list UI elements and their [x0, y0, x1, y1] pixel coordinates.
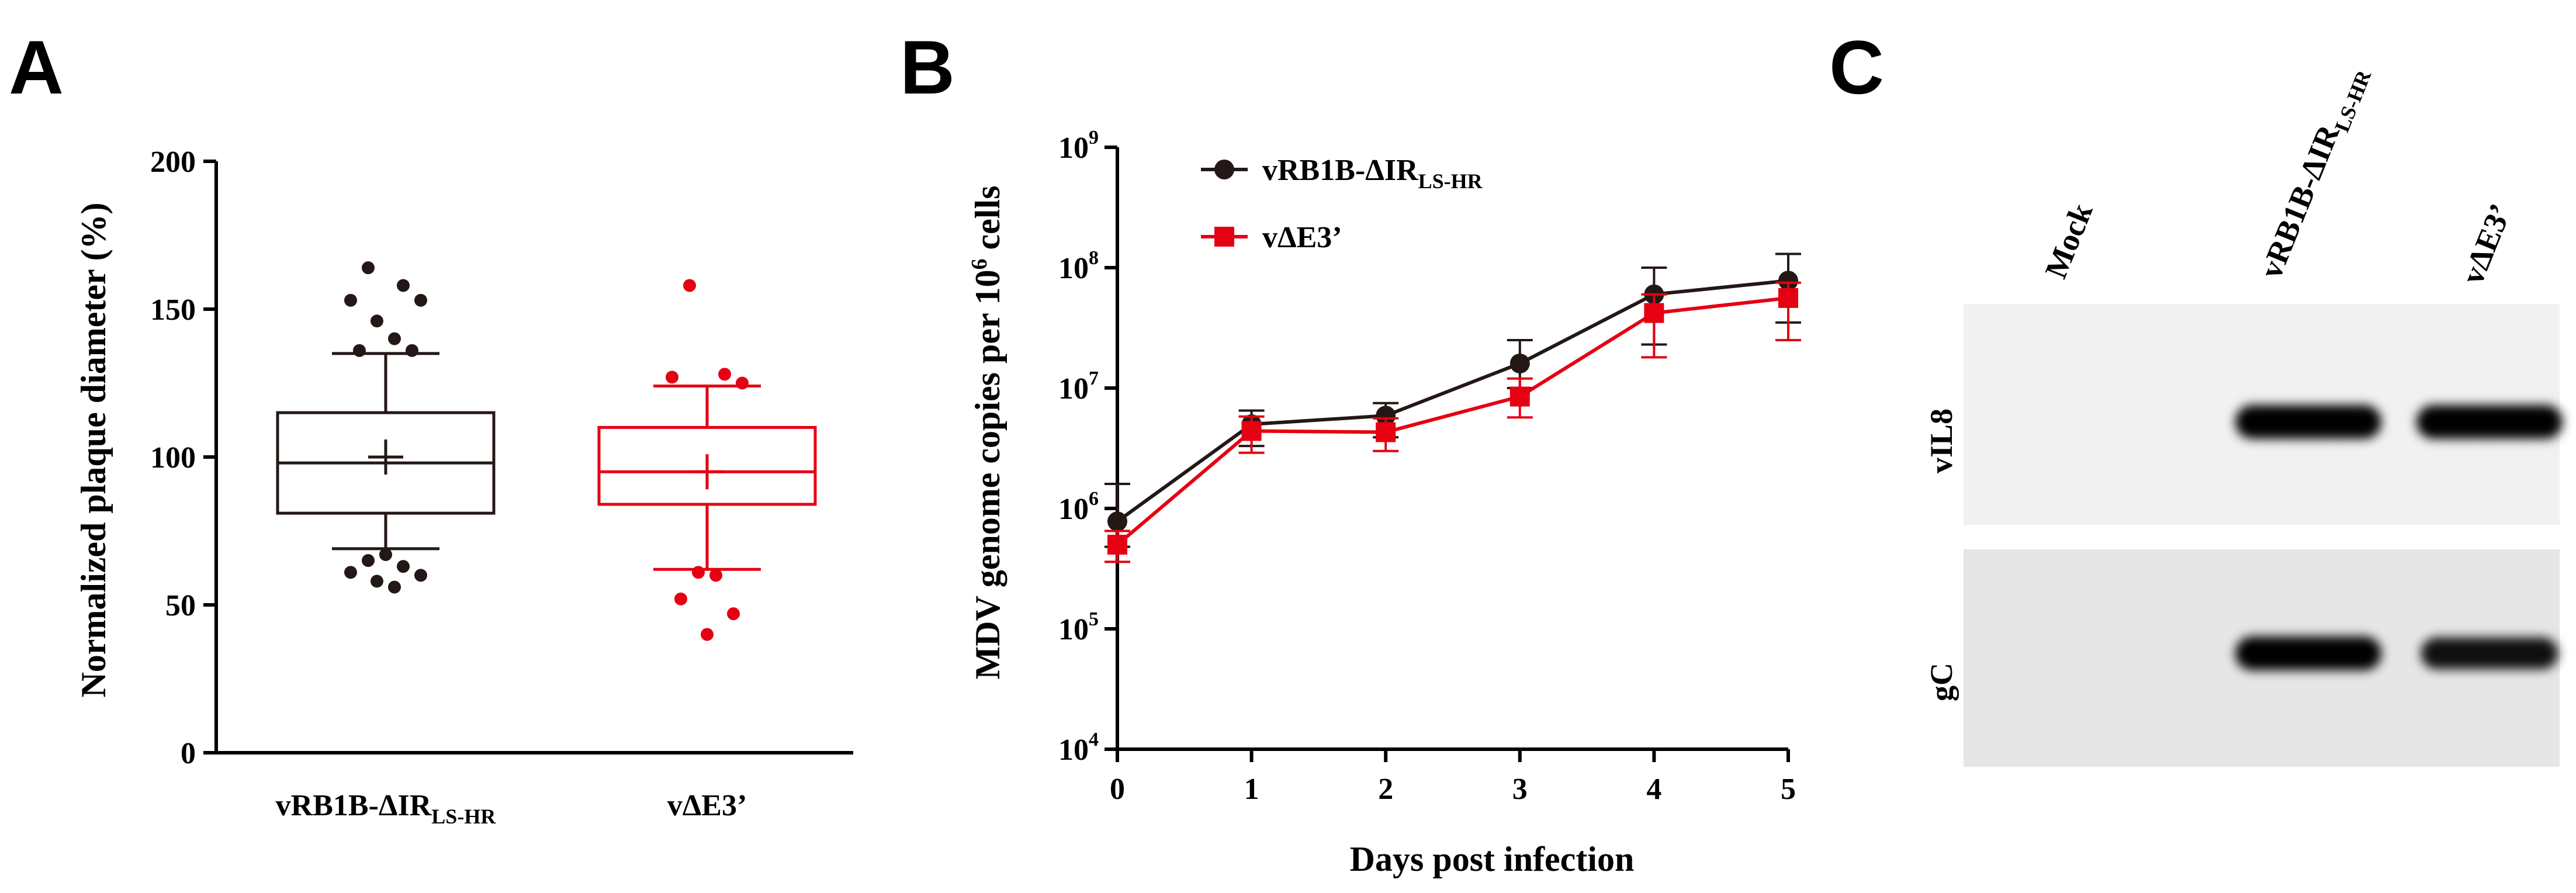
- line-chart-point: [1376, 406, 1396, 426]
- legend-marker-series-1: [1214, 160, 1234, 179]
- blot-band: [2235, 636, 2381, 670]
- blot-band: [2235, 405, 2381, 439]
- line-chart-x-tick-label: 4: [1646, 773, 1661, 806]
- boxplot-outlier: [362, 554, 375, 567]
- boxplot-group-1: [276, 261, 496, 594]
- line-chart-axes: [1116, 147, 1788, 751]
- legend-marker-series-2: [1214, 227, 1234, 247]
- row-label-vil8: vIL8: [1924, 409, 1959, 473]
- boxplot-outlier: [414, 569, 427, 582]
- boxplot-y-ticks: 0 50 100 150 200: [150, 146, 216, 770]
- line-chart-x-tick-label: 1: [1244, 773, 1259, 806]
- blot-bands-gc: [2235, 636, 2558, 670]
- line-chart-y-tick-label: 108: [1058, 247, 1099, 285]
- line-chart-y-ticks: 104 105 106 107 108 109: [1058, 127, 1117, 767]
- boxplot-outlier: [344, 566, 357, 579]
- blot-band: [2416, 405, 2563, 439]
- boxplot-outlier: [414, 293, 427, 307]
- x-label-group-2: vΔE3’: [667, 789, 747, 822]
- line-chart-legend: vRB1B-ΔIRLS-HR vΔE3’: [1201, 154, 1483, 254]
- boxplot-outlier: [353, 344, 366, 357]
- boxplot-outlier: [397, 279, 410, 292]
- blot-band: [2421, 637, 2558, 670]
- x-label-group-1: vRB1B-ΔIRLS-HR: [276, 789, 497, 828]
- line-chart-point: [1376, 422, 1396, 442]
- line-chart-series-1: [1105, 252, 1801, 548]
- boxplot-y-tick-label: 100: [150, 441, 196, 475]
- line-chart-point: [1778, 288, 1798, 308]
- boxplot-y-axis-title: Normalized plaque diameter (%): [74, 202, 113, 697]
- boxplot-outlier: [709, 569, 722, 582]
- boxplot-outlier: [379, 548, 392, 561]
- lane-label-vde3: vΔE3’: [2454, 199, 2518, 289]
- line-chart-point: [1644, 303, 1664, 323]
- line-chart-x-axis-title: Days post infection: [1350, 840, 1635, 878]
- line-chart-point: [1509, 386, 1530, 407]
- legend-label-series-2: vΔE3’: [1262, 221, 1342, 254]
- boxplot-y-tick-label: 0: [181, 737, 196, 770]
- boxplot-y-tick-label: 50: [165, 589, 196, 622]
- line-chart-point: [1107, 535, 1127, 555]
- boxplot-outlier: [406, 344, 418, 357]
- line-chart-y-tick-label: 106: [1058, 488, 1099, 526]
- boxplot-outlier: [397, 560, 410, 573]
- boxplot-outlier: [674, 592, 687, 605]
- boxplot-outlier: [692, 566, 705, 579]
- line-chart-series: [1105, 252, 1801, 563]
- line-chart-series-2: [1105, 281, 1801, 563]
- line-chart-point: [1107, 511, 1127, 532]
- boxplot-groups: [276, 261, 817, 641]
- panel-letter-c: C: [1829, 25, 1884, 110]
- boxplot-outlier: [371, 314, 383, 328]
- boxplot-outlier: [371, 574, 383, 588]
- boxplot-outlier: [666, 371, 678, 384]
- line-chart-line: [1116, 279, 1789, 523]
- lane-label-vrb1b: vRB1B-ΔIRLS-HR: [2253, 60, 2376, 285]
- line-chart-point: [1241, 421, 1262, 441]
- line-chart-y-tick-label: 107: [1058, 368, 1099, 406]
- boxplot-outlier: [736, 376, 749, 390]
- panel-letter-a: A: [9, 25, 64, 110]
- line-chart-x-ticks: 0 1 2 3 4 5: [1110, 749, 1796, 806]
- boxplot-group-2: [597, 279, 817, 641]
- boxplot-box: [597, 425, 817, 506]
- boxplot-outlier: [727, 607, 740, 621]
- boxplot-outlier: [388, 580, 401, 594]
- line-chart-y-axis-title: MDV genome copies per 106 cells: [967, 186, 1007, 680]
- boxplot-outlier: [362, 261, 375, 275]
- line-chart-y-tick-label: 109: [1058, 127, 1099, 165]
- line-chart-y-tick-label: 105: [1058, 608, 1099, 646]
- boxplot-outlier: [388, 332, 401, 345]
- boxplot-outlier: [701, 628, 714, 641]
- boxplot-axes: [214, 161, 853, 754]
- boxplot-y-tick-label: 200: [150, 146, 196, 179]
- line-chart-y-tick-label: 104: [1058, 729, 1099, 767]
- boxplot-outlier: [344, 293, 357, 307]
- boxplot-outlier: [683, 279, 696, 292]
- legend-label-series-1: vRB1B-ΔIRLS-HR: [1262, 154, 1483, 193]
- western-blot-panel: Mock vRB1B-ΔIRLS-HR vΔE3’ vIL8 gC: [1924, 60, 2563, 767]
- panel-letter-b: B: [900, 25, 955, 110]
- lane-label-mock: Mock: [2038, 199, 2099, 283]
- line-chart-x-tick-label: 5: [1781, 773, 1796, 806]
- blot-bands-vil8: [2235, 405, 2563, 439]
- line-chart-panel: 104 105 106 107 108 109 0 1 2 3 4 5 MDV genome cop…: [967, 127, 1801, 878]
- line-chart-point: [1509, 353, 1530, 373]
- line-chart-line: [1116, 296, 1789, 546]
- line-chart-x-tick-label: 0: [1110, 773, 1125, 806]
- boxplot-outlier: [718, 368, 731, 381]
- row-label-gc: gC: [1924, 663, 1959, 701]
- line-chart-x-tick-label: 3: [1512, 773, 1528, 806]
- line-chart-x-tick-label: 2: [1378, 773, 1393, 806]
- line-chart-point: [1778, 271, 1798, 291]
- boxplot-panel: 0 50 100 150 200 vRB1B-ΔIRLS-HR vΔE3’ Normal…: [74, 146, 853, 828]
- boxplot-x-labels: vRB1B-ΔIRLS-HR vΔE3’: [276, 789, 747, 828]
- boxplot-y-tick-label: 150: [150, 293, 196, 327]
